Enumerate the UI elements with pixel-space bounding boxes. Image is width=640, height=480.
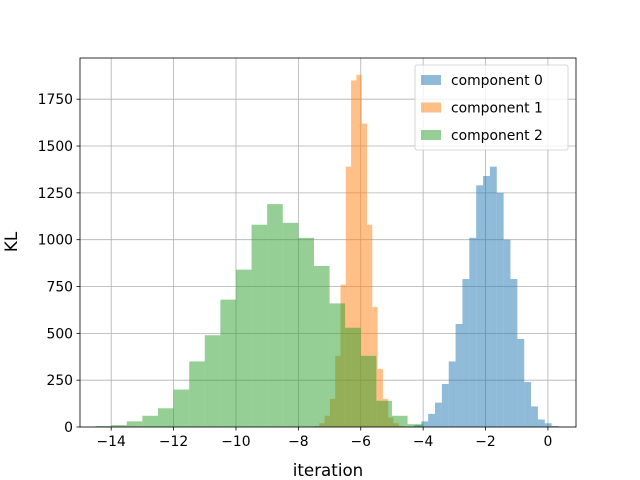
y-tick-label: 250	[46, 373, 73, 389]
histogram-bar	[298, 237, 314, 427]
histogram-bar	[345, 166, 352, 427]
histogram-bar	[476, 185, 484, 427]
x-tick-label: −10	[221, 434, 250, 450]
histogram-bar	[361, 123, 367, 427]
histogram-bar	[282, 222, 299, 427]
legend-swatch	[421, 130, 441, 140]
legend-swatch	[421, 75, 441, 85]
y-axis-label: KL	[1, 231, 21, 252]
histogram-bars	[95, 74, 559, 428]
histogram-bar	[204, 335, 221, 427]
histogram-bar	[313, 265, 330, 427]
histogram-bar	[189, 361, 205, 427]
x-tick-label: −6	[351, 434, 371, 450]
histogram-bar	[173, 389, 190, 427]
histogram-bar	[428, 413, 435, 427]
legend-swatch	[421, 102, 441, 113]
histogram-bar	[377, 368, 383, 427]
histogram-bar	[448, 361, 456, 427]
histogram-bar	[351, 80, 357, 427]
y-tick-label: 1000	[38, 233, 73, 249]
histogram-bar	[111, 425, 127, 427]
histogram-bar	[537, 419, 545, 427]
x-tick-label: −14	[97, 434, 126, 450]
histogram-bar	[434, 402, 442, 427]
histogram-bar	[510, 279, 518, 427]
histogram-bar	[489, 166, 497, 427]
x-tick-label: −4	[413, 434, 434, 450]
x-tick-label: −2	[475, 434, 495, 450]
histogram-bar	[142, 415, 158, 427]
histogram-bar	[251, 224, 268, 427]
histogram-bar	[126, 421, 143, 427]
histogram-bar	[157, 408, 174, 427]
histogram-bar	[376, 400, 392, 427]
histogram-bar	[366, 224, 373, 427]
histogram-bar	[220, 299, 236, 427]
histogram-bar	[496, 192, 504, 427]
histogram-bar	[95, 426, 112, 427]
y-axis-ticks: 0 250 500 750 1000 1250 1500 1750	[38, 92, 80, 436]
plot-frame	[79, 57, 577, 428]
histogram-bar	[544, 423, 552, 427]
series-component-0	[407, 166, 559, 427]
y-tick-label: 1750	[38, 92, 73, 108]
x-axis-ticks: −14 −12 −10 −8 −6 −4 −2 0	[97, 427, 553, 450]
histogram-bar	[356, 74, 362, 428]
histogram-bar	[345, 327, 361, 427]
y-tick-label: 0	[64, 420, 73, 436]
histogram-bar	[329, 303, 346, 427]
histogram-bar	[421, 421, 429, 427]
histogram-bar	[462, 279, 470, 427]
legend-label: component 1	[451, 101, 543, 117]
legend-label: component 2	[451, 128, 543, 144]
histogram-bar	[503, 239, 511, 427]
histogram-bar	[360, 355, 377, 427]
histogram-bar	[235, 269, 252, 427]
y-tick-label: 1500	[38, 139, 73, 155]
histogram-bar	[551, 426, 559, 427]
legend-label: component 0	[451, 73, 543, 89]
x-tick-label: −8	[288, 434, 308, 450]
x-tick-label: −12	[159, 434, 188, 450]
x-axis-label: iteration	[293, 460, 364, 480]
histogram-bar	[267, 204, 283, 427]
legend-frame	[414, 64, 569, 151]
histogram-bar	[455, 323, 463, 427]
y-tick-label: 1250	[38, 186, 73, 202]
histogram-bar	[407, 424, 424, 427]
histogram-bar	[469, 237, 477, 427]
histogram-bar	[524, 382, 532, 427]
legend: component 0 component 1 component 2	[414, 64, 569, 151]
histogram-bar	[483, 176, 490, 427]
series-component-2	[95, 204, 424, 427]
histogram-bar	[391, 415, 408, 427]
y-tick-label: 500	[46, 326, 73, 342]
histogram-bar	[441, 383, 449, 427]
x-tick-label: 0	[544, 434, 553, 450]
histogram-bar	[531, 406, 538, 427]
y-tick-label: 750	[46, 280, 73, 296]
histogram-bar	[517, 338, 525, 427]
